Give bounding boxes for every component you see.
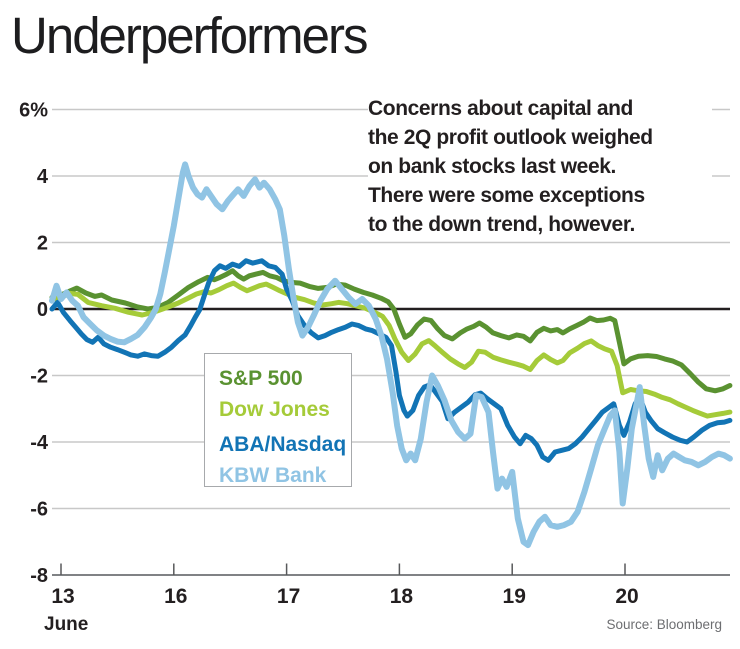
y-axis-label--6: -6 [30, 499, 48, 521]
source-credit: Source: Bloomberg [606, 617, 722, 632]
x-axis-label-19: 19 [503, 585, 526, 608]
y-axis-label--2: -2 [30, 366, 48, 388]
annotation-line-1: Concerns about capital and [368, 97, 633, 120]
y-axis-label-6: 6% [19, 100, 48, 122]
series-line-kbw-bank [49, 161, 733, 549]
legend-item-dow-jones: Dow Jones [219, 398, 330, 421]
series-line-s-p-500 [49, 268, 733, 394]
x-axis-label-13: 13 [51, 585, 74, 608]
annotation-line-2: the 2Q profit outlook weighed [368, 126, 653, 149]
y-axis-label-2: 2 [37, 233, 48, 255]
x-axis-label-20: 20 [615, 585, 638, 608]
legend-item-s-p-500: S&P 500 [219, 367, 303, 390]
page-title: Underperformers [11, 7, 368, 64]
legend-box: S&P 500 Dow Jones ABA/Nasdaq KBW Bank [204, 353, 352, 487]
y-axis-label-0: 0 [37, 299, 48, 321]
x-axis-label-18: 18 [390, 585, 414, 608]
annotation-line-5: to the down trend, however. [368, 213, 635, 236]
annotation-text: Concerns about capital and the 2Q profit … [368, 94, 712, 239]
annotation-line-3: on bank stocks last week. [368, 155, 616, 178]
y-axis-label--4: -4 [30, 432, 49, 454]
series-line-aba-nasdaq [49, 258, 733, 463]
y-axis-label--8: -8 [30, 565, 48, 587]
y-axis-label-4: 4 [37, 166, 49, 188]
x-axis-label-17: 17 [277, 585, 300, 608]
legend-item-aba-nasdaq: ABA/Nasdaq [219, 433, 347, 456]
x-axis-month-label: June [44, 614, 88, 635]
legend-item-kbw-bank: KBW Bank [219, 464, 327, 487]
x-axis-label-16: 16 [164, 585, 187, 608]
annotation-line-4: There were some exceptions [368, 184, 645, 207]
